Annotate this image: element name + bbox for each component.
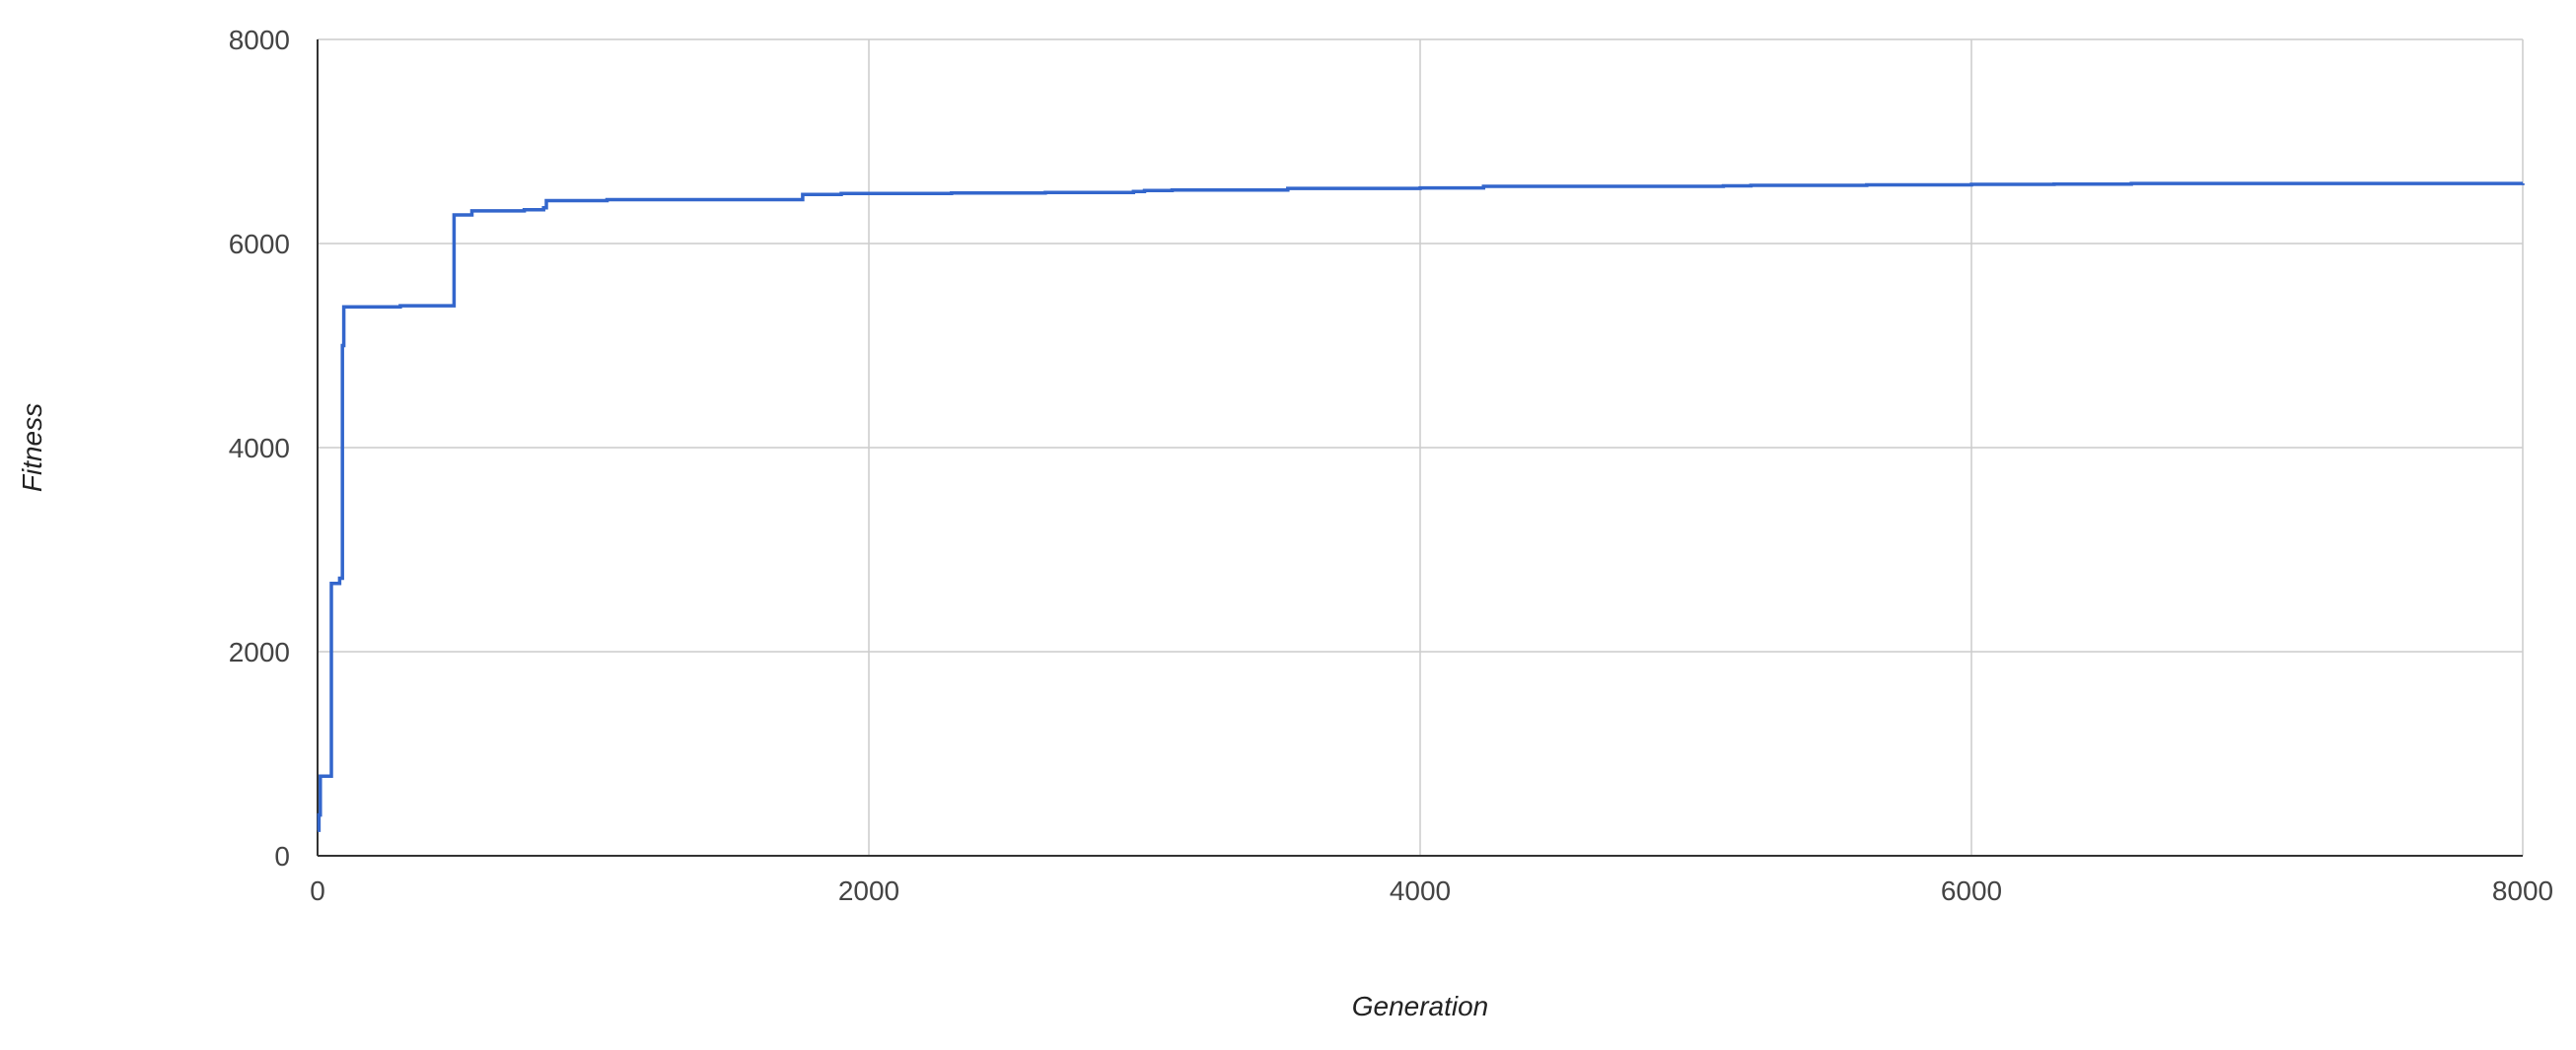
x-axis-title: Generation [1352,991,1489,1021]
x-tick-label: 0 [310,875,325,906]
x-tick-label: 2000 [838,875,899,906]
series [317,181,2525,832]
x-tick-label: 4000 [1390,875,1451,906]
x-tick-label: 8000 [2492,875,2553,906]
axes [317,39,2523,857]
grid [317,38,2524,856]
tick-labels: 0 2000 4000 6000 8000 0 2000 4000 6000 8000 [229,25,2553,906]
x-tick-label: 6000 [1941,875,2002,906]
y-tick-label: 6000 [229,229,290,259]
y-axis-title: Fitness [17,403,47,492]
y-tick-label: 2000 [229,637,290,667]
y-tick-label: 4000 [229,433,290,463]
y-tick-label: 8000 [229,25,290,55]
fitness-series-line [317,181,2525,832]
y-tick-label: 0 [274,841,290,872]
